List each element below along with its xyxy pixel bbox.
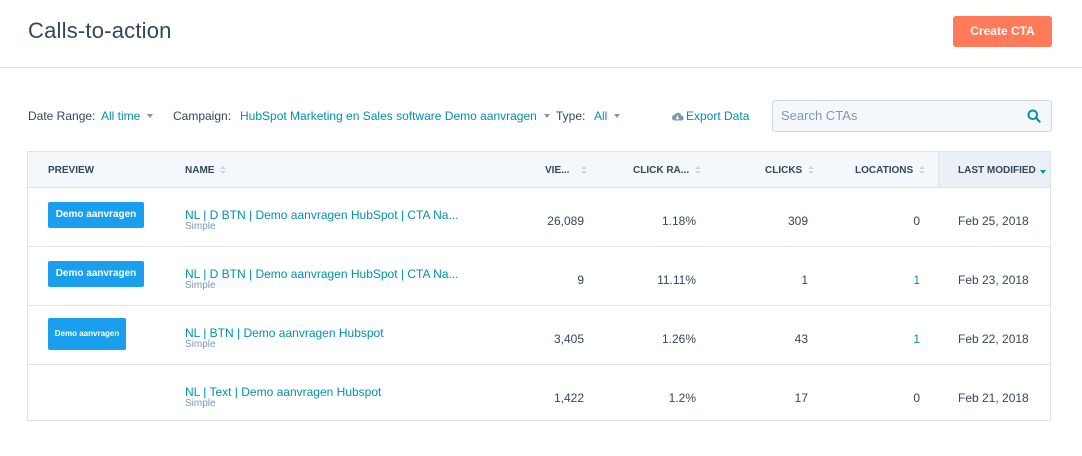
date-range-value: All time [101,109,141,123]
table-row: Demo aanvragen NL | D BTN | Demo aanvrag… [28,247,1050,306]
cta-last-modified: Feb 25, 2018 [958,214,1029,228]
cta-locations-link[interactable]: 1 [913,332,920,346]
cta-click-rate: 11.11% [657,273,696,287]
type-label: Type: [556,109,586,123]
export-data-link[interactable]: Export Data [671,109,749,123]
page-title: Calls-to-action [28,18,172,43]
cta-click-rate: 1.2% [668,391,696,405]
cta-type: Simple [185,221,216,232]
campaign-dropdown[interactable]: HubSpot Marketing en Sales software Demo… [240,109,550,123]
cta-type: Simple [185,339,216,350]
column-header-views[interactable]: VIE... [545,165,588,176]
column-header-click-rate-label: CLICK RA... [633,165,690,176]
cta-name-link[interactable]: NL | BTN | Demo aanvragen Hubspot [185,326,384,340]
cta-name-link[interactable]: NL | D BTN | Demo aanvragen HubSpot | CT… [185,208,459,222]
date-range-dropdown[interactable]: All time [101,109,154,123]
column-header-clicks-label: CLICKS [765,165,803,176]
caret-down-icon [614,114,621,118]
column-header-name[interactable]: NAME [185,165,227,176]
type-value: All [594,109,608,123]
campaign-label: Campaign: [173,109,232,123]
cloud-download-icon [672,112,684,121]
cta-type: Simple [185,398,216,409]
cta-locations: 0 [913,214,920,228]
sort-arrows-icon [581,166,588,174]
search-box [772,100,1052,132]
column-header-views-label: VIE... [545,165,570,176]
cta-views: 3,405 [553,332,584,346]
sort-descending-icon [1039,165,1046,174]
page-header: Calls-to-action Create CTA [0,0,1082,68]
cta-clicks: 17 [794,391,808,405]
cta-views: 9 [577,273,584,287]
create-cta-button[interactable]: Create CTA [953,16,1052,47]
cta-locations: 0 [913,391,920,405]
column-header-click-rate[interactable]: CLICK RA... [633,165,702,176]
sort-arrows-icon [220,166,227,174]
campaign-value: HubSpot Marketing en Sales software Demo… [240,109,537,123]
cta-preview-button[interactable]: Demo aanvragen [48,318,126,350]
column-header-locations[interactable]: LOCATIONS [855,165,926,176]
search-icon[interactable] [1027,109,1041,123]
column-header-preview: PREVIEW [48,165,95,176]
cta-preview-button[interactable]: Demo aanvragen [48,261,144,287]
table-row: Demo aanvragen NL | BTN | Demo aanvragen… [28,306,1050,365]
cta-last-modified: Feb 22, 2018 [958,332,1029,346]
cta-type: Simple [185,280,216,291]
cta-preview-button[interactable]: Demo aanvragen [48,202,144,228]
cta-name-link[interactable]: NL | Text | Demo aanvragen Hubspot [185,385,382,399]
column-header-last-modified[interactable]: LAST MODIFIED [938,152,1050,187]
table-row: Demo aanvragen NL | D BTN | Demo aanvrag… [28,188,1050,247]
cta-views: 1,422 [553,391,584,405]
column-header-last-modified-text: LAST MODIFIED [958,165,1036,176]
date-range-label: Date Range: [28,109,96,123]
cta-clicks: 1 [801,273,808,287]
column-header-clicks[interactable]: CLICKS [765,165,815,176]
column-header-name-label: NAME [185,165,215,176]
search-input[interactable] [781,108,1011,123]
cta-last-modified: Feb 21, 2018 [958,391,1029,405]
export-data-label: Export Data [686,109,750,123]
cta-name-link[interactable]: NL | D BTN | Demo aanvragen HubSpot | CT… [185,267,459,281]
sort-arrows-icon [919,166,926,174]
cta-clicks: 43 [794,332,808,346]
filter-bar: Date Range: All time Campaign: HubSpot M… [28,100,1058,132]
sort-arrows-icon [808,166,815,174]
cta-views: 26,089 [547,214,584,228]
cta-table: PREVIEW NAME VIE... CLICK RA... CLICKS L… [27,151,1051,421]
cta-last-modified: Feb 23, 2018 [958,273,1029,287]
cta-click-rate: 1.18% [661,214,696,228]
table-header: PREVIEW NAME VIE... CLICK RA... CLICKS L… [28,152,1050,188]
caret-down-icon [543,114,550,118]
caret-down-icon [147,114,154,118]
column-header-last-modified-label: LAST MODIFIED [958,165,1046,176]
column-header-locations-label: LOCATIONS [855,165,914,176]
cta-locations-link[interactable]: 1 [913,273,920,287]
table-row: NL | Text | Demo aanvragen Hubspot Simpl… [28,365,1050,424]
cta-clicks: 309 [787,214,808,228]
sort-arrows-icon [695,166,702,174]
type-dropdown[interactable]: All [594,109,621,123]
cta-click-rate: 1.26% [661,332,696,346]
